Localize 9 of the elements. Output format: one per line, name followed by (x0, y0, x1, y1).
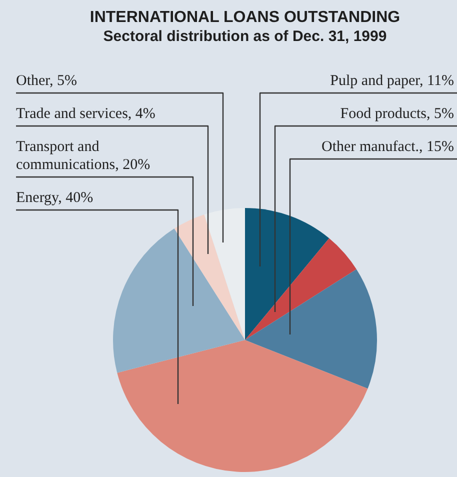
slice-label: Other, 5% (16, 73, 78, 89)
slice-label: Other manufact., 15% (322, 139, 454, 155)
slice-label: Transport and communications, 20% (16, 139, 150, 173)
slice-label: Trade and services, 4% (16, 106, 156, 122)
chart-title: INTERNATIONAL LOANS OUTSTANDING (90, 9, 400, 26)
slice-label: Energy, 40% (16, 190, 94, 206)
slice-label: Food products, 5% (340, 106, 454, 122)
slice-label: Pulp and paper, 11% (330, 73, 454, 89)
chart-subtitle: Sectoral distribution as of Dec. 31, 1999 (103, 28, 387, 45)
